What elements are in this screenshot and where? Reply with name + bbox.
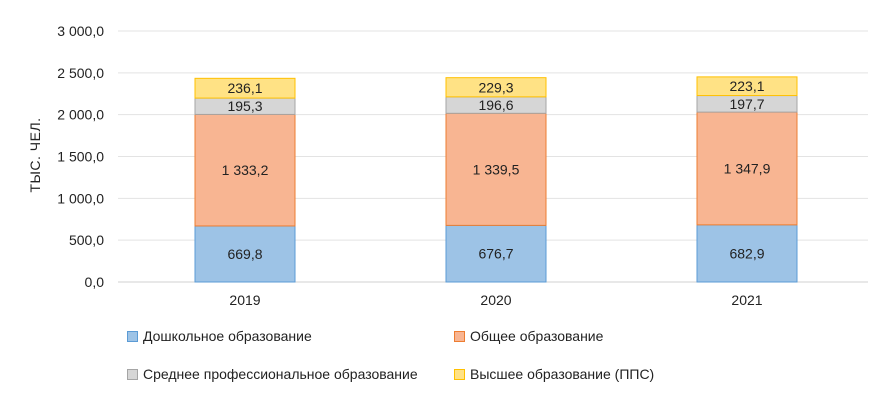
x-axis-ticks: 2019 2020 2021 [229, 292, 762, 308]
legend-item-higher: Высшее образование (ППС) [454, 366, 654, 382]
bar-segment [445, 112, 547, 226]
x-tick-label: 2019 [229, 292, 260, 308]
y-tick-label: 2 500,0 [57, 65, 104, 81]
data-label: 1 347,9 [724, 160, 771, 176]
data-label: 197,7 [729, 96, 764, 112]
bars [194, 76, 798, 283]
y-tick-label: 3 000,0 [57, 23, 104, 39]
legend-label: Высшее образование (ППС) [470, 366, 655, 382]
legend-item-preschool: Дошкольное образование [127, 328, 312, 344]
x-tick-label: 2020 [480, 292, 511, 308]
x-tick-label: 2021 [731, 292, 762, 308]
legend-swatch [454, 330, 465, 342]
data-label: 676,7 [478, 246, 513, 262]
legend-item-vocational: Среднее профессиональное образование [127, 366, 418, 382]
data-label: 236,1 [227, 80, 262, 96]
bar-segment [194, 113, 296, 227]
data-label: 1 339,5 [473, 161, 520, 177]
data-label: 196,6 [478, 97, 513, 113]
legend-item-general: Общее образование [454, 328, 603, 344]
data-labels: 669,8 1 333,2 195,3 236,1 676,7 1 339,5 196,6 2… [222, 78, 771, 262]
data-label: 669,8 [227, 246, 262, 262]
bar-segment [445, 77, 547, 98]
y-axis-label: ТЫС. ЧЕЛ. [27, 117, 43, 192]
y-axis-ticks: 0,0 500,0 1 000,0 1 500,0 2 000,0 2 500,0 3 00… [57, 23, 104, 290]
legend-swatch [127, 368, 138, 380]
y-tick-label: 0,0 [85, 274, 105, 290]
legend-label: Дошкольное образование [143, 328, 312, 344]
legend-label: Общее образование [470, 328, 604, 344]
bar-segment [696, 111, 798, 226]
y-tick-label: 500,0 [69, 232, 104, 248]
bar-segment [445, 224, 547, 283]
legend-swatch [454, 368, 465, 380]
y-tick-label: 1 500,0 [57, 149, 104, 165]
data-label: 682,9 [729, 245, 764, 261]
y-tick-label: 2 000,0 [57, 107, 104, 123]
legend-label: Среднее профессиональное образование [143, 366, 418, 382]
legend-swatch [127, 330, 138, 342]
bar-segment [696, 224, 798, 283]
data-label: 1 333,2 [222, 162, 269, 178]
bar-segment [194, 77, 296, 99]
data-label: 223,1 [729, 78, 764, 94]
data-label: 195,3 [227, 98, 262, 114]
data-label: 229,3 [478, 79, 513, 95]
y-tick-label: 1 000,0 [57, 190, 104, 206]
bar-segment [696, 76, 798, 97]
bar-segment [194, 225, 296, 283]
